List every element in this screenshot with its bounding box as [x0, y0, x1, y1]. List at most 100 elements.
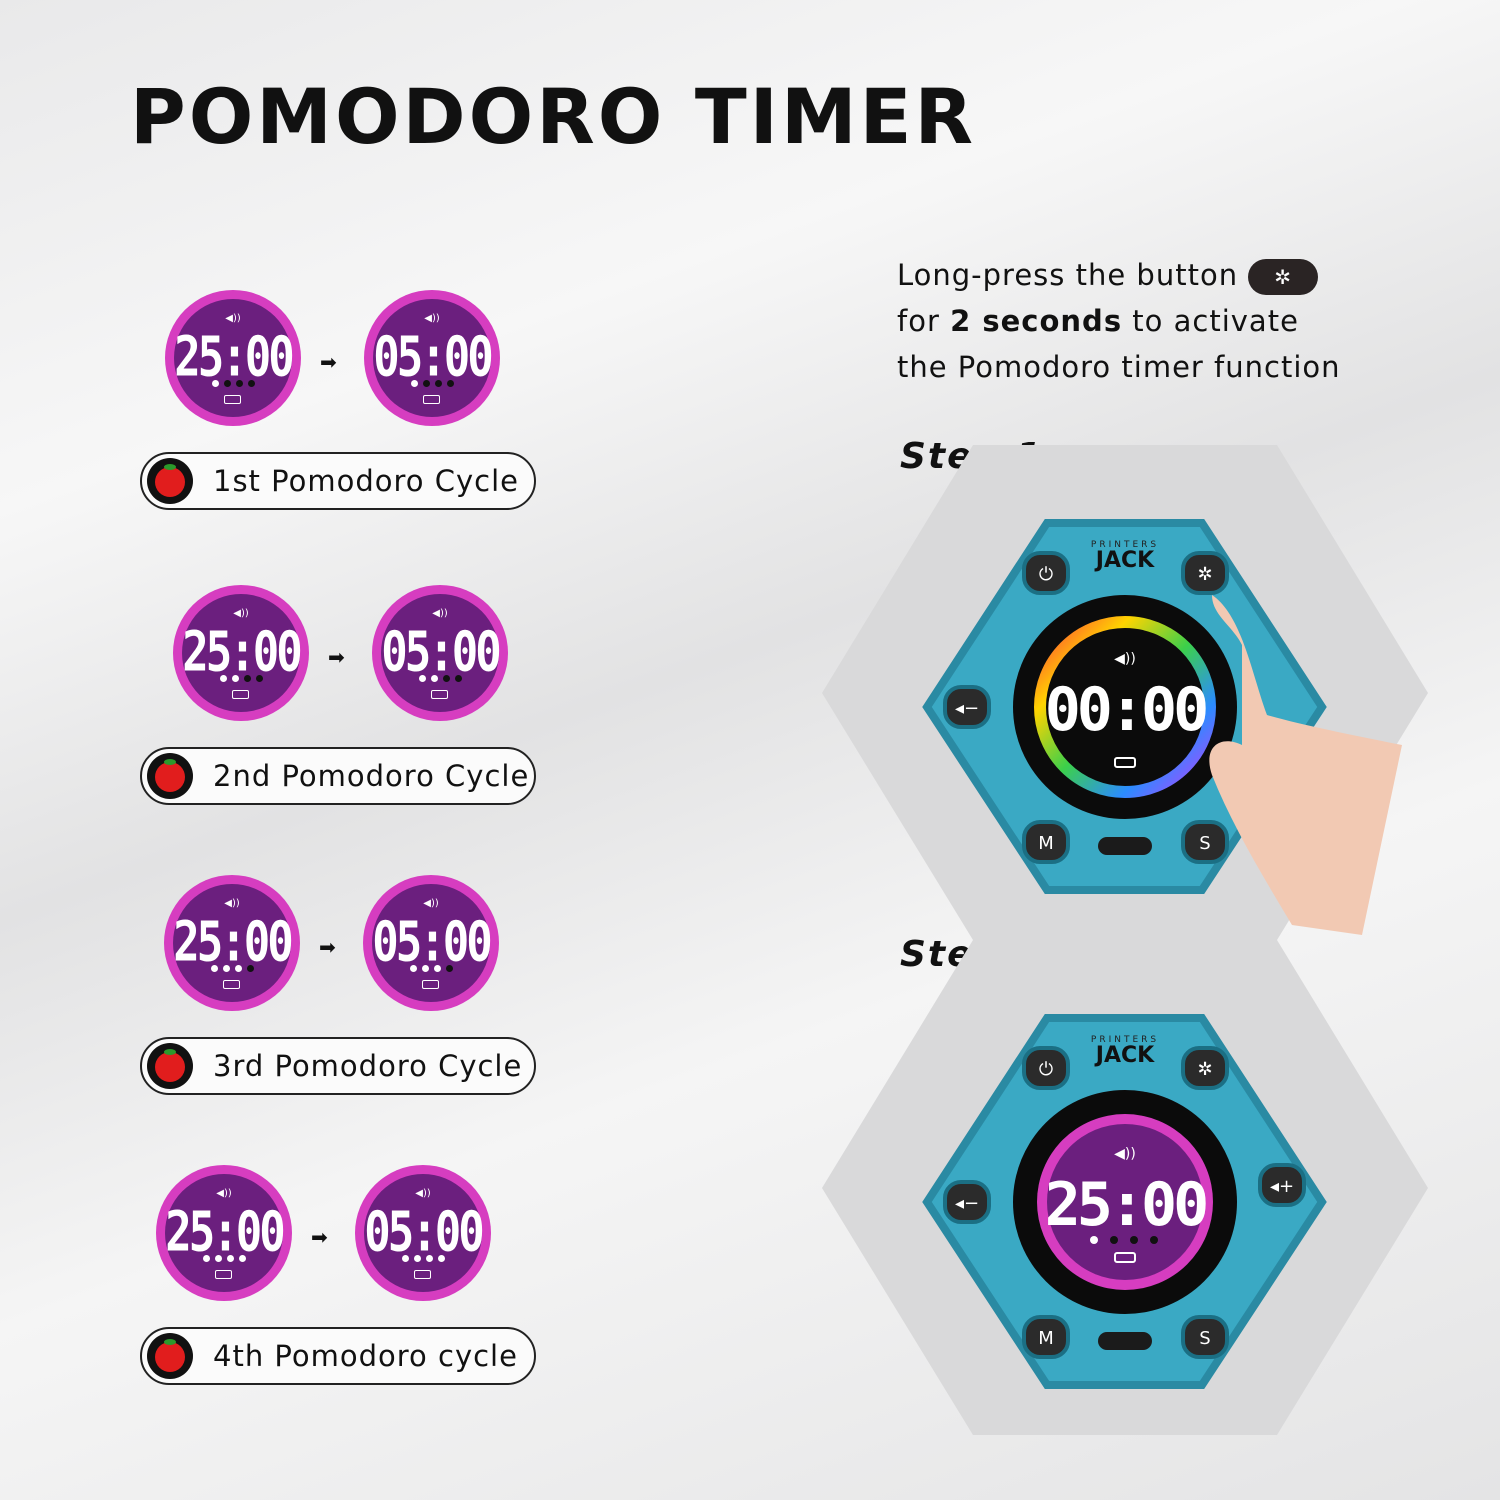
cycle-dot	[437, 1255, 445, 1262]
timer-dial-rest: ◀)) 05:00	[355, 1165, 491, 1301]
cycle-label-pill: 1st Pomodoro Cycle	[140, 452, 536, 510]
speaker-icon: ◀))	[1114, 1146, 1136, 1162]
timer-dial-work: ◀)) 25:00	[165, 290, 301, 426]
cycle-dot	[410, 380, 418, 387]
tomato-icon	[147, 1333, 193, 1379]
cycle-dot	[454, 675, 462, 682]
speaker-icon: ◀))	[216, 1188, 232, 1199]
svg-text:✲: ✲	[1197, 564, 1212, 585]
battery-icon	[431, 690, 448, 699]
battery-icon	[223, 980, 240, 989]
cycle-dot	[210, 965, 218, 972]
screen-time: 25:00	[1045, 1170, 1206, 1240]
svg-text:⏻: ⏻	[1039, 1059, 1053, 1080]
dial-time: 25:00	[165, 1200, 285, 1265]
page-title: POMODORO TIMER	[130, 72, 977, 161]
cycle-dot	[430, 675, 438, 682]
cycle-label: 3rd Pomodoro Cycle	[213, 1049, 523, 1083]
seconds-button[interactable]: S	[1181, 1315, 1229, 1359]
device-step-2: PRINTERS JACK ◀)) 25:00 ⏻ ✲ ◂− ◂+ M S	[822, 940, 1428, 1435]
instruction-line-2-end: to activate	[1122, 304, 1299, 338]
battery-icon	[414, 1270, 431, 1279]
screen-time: 00:00	[1045, 675, 1206, 745]
cycle-dots	[165, 1255, 283, 1262]
speaker-icon: ◀))	[224, 898, 240, 909]
volume-down-button[interactable]: ◂−	[943, 685, 991, 729]
usb-c-port	[1098, 1332, 1152, 1350]
battery-icon	[422, 980, 439, 989]
svg-text:◂−: ◂−	[955, 1193, 979, 1214]
battery-icon	[232, 690, 249, 699]
power-button[interactable]: ⏻	[1022, 551, 1070, 595]
brand-logo: JACK	[1094, 548, 1155, 573]
speaker-icon: ◀))	[415, 1188, 431, 1199]
cycle-dot	[409, 965, 417, 972]
instruction-line-3: the Pomodoro timer function	[897, 350, 1341, 384]
instruction-line-2: for	[897, 304, 951, 338]
cycle-dots	[373, 380, 491, 387]
dial-time: 05:00	[381, 620, 501, 685]
cycle-dots	[1090, 1236, 1158, 1244]
cycle-dots	[372, 965, 490, 972]
cycle-dot	[401, 1255, 409, 1262]
finger-image	[1209, 595, 1402, 935]
cycle-dot	[223, 380, 231, 387]
speaker-icon: ◀))	[423, 898, 439, 909]
cycle-label: 1st Pomodoro Cycle	[213, 464, 519, 498]
arrow-right-icon: ➡	[311, 1225, 328, 1249]
minutes-button[interactable]: M	[1022, 1315, 1070, 1359]
svg-text:M: M	[1038, 1328, 1054, 1349]
cycle-dots	[381, 675, 499, 682]
battery-icon	[1114, 757, 1136, 768]
cycle-dot	[238, 1255, 246, 1262]
pomodoro-button[interactable]: ✲	[1181, 1046, 1229, 1090]
timer-dial-work: ◀)) 25:00	[156, 1165, 292, 1301]
dial-time: 25:00	[182, 620, 302, 685]
speaker-icon: ◀))	[432, 608, 448, 619]
cycle-label-pill: 2nd Pomodoro Cycle	[140, 747, 536, 805]
cycle-dot	[413, 1255, 421, 1262]
cycle-dot	[222, 965, 230, 972]
arrow-right-icon: ➡	[328, 645, 345, 669]
svg-text:✲: ✲	[1197, 1059, 1212, 1080]
cycle-dot	[243, 675, 251, 682]
battery-icon	[215, 1270, 232, 1279]
cycle-dot	[446, 380, 454, 387]
volume-up-button[interactable]: ◂+	[1258, 1163, 1306, 1207]
minutes-button[interactable]: M	[1022, 820, 1070, 864]
svg-text:S: S	[1199, 1328, 1210, 1349]
speaker-icon: ◀))	[233, 608, 249, 619]
svg-text:S: S	[1199, 833, 1210, 854]
svg-text:M: M	[1038, 833, 1054, 854]
pomodoro-button[interactable]: ✲	[1181, 551, 1229, 595]
device-step-1: PRINTERS JACK ◀)) 00:00 ⏻ ✲ ◂− M S	[822, 445, 1428, 940]
instructions: Long-press the button ✲ for 2 seconds to …	[897, 252, 1341, 390]
cycle-label: 4th Pomodoro cycle	[213, 1339, 518, 1373]
power-button[interactable]: ⏻	[1022, 1046, 1070, 1090]
cycle-dot	[234, 965, 242, 972]
instruction-duration: 2 seconds	[950, 304, 1123, 338]
cycle-dot	[235, 380, 243, 387]
speaker-icon: ◀))	[1114, 651, 1136, 667]
dial-time: 05:00	[364, 1200, 484, 1265]
cycle-dot	[422, 380, 430, 387]
dial-time: 25:00	[174, 325, 294, 390]
cycle-dot	[246, 965, 254, 972]
cycle-dot	[231, 675, 239, 682]
timer-dial-work: ◀)) 25:00	[173, 585, 309, 721]
cycle-dots	[174, 380, 292, 387]
cycle-dot	[425, 1255, 433, 1262]
volume-down-button[interactable]: ◂−	[943, 1180, 991, 1224]
timer-dial-rest: ◀)) 05:00	[364, 290, 500, 426]
tomato-icon	[147, 1043, 193, 1089]
cycle-dot	[202, 1255, 210, 1262]
arrow-right-icon: ➡	[320, 350, 337, 374]
tomato-icon	[147, 753, 193, 799]
cycle-dot	[433, 965, 441, 972]
seconds-button[interactable]: S	[1181, 820, 1229, 864]
dial-time: 25:00	[173, 910, 293, 975]
speaker-icon: ◀))	[225, 313, 241, 324]
dial-time: 05:00	[373, 325, 493, 390]
svg-text:⏻: ⏻	[1039, 564, 1053, 585]
cycle-label-pill: 3rd Pomodoro Cycle	[140, 1037, 536, 1095]
